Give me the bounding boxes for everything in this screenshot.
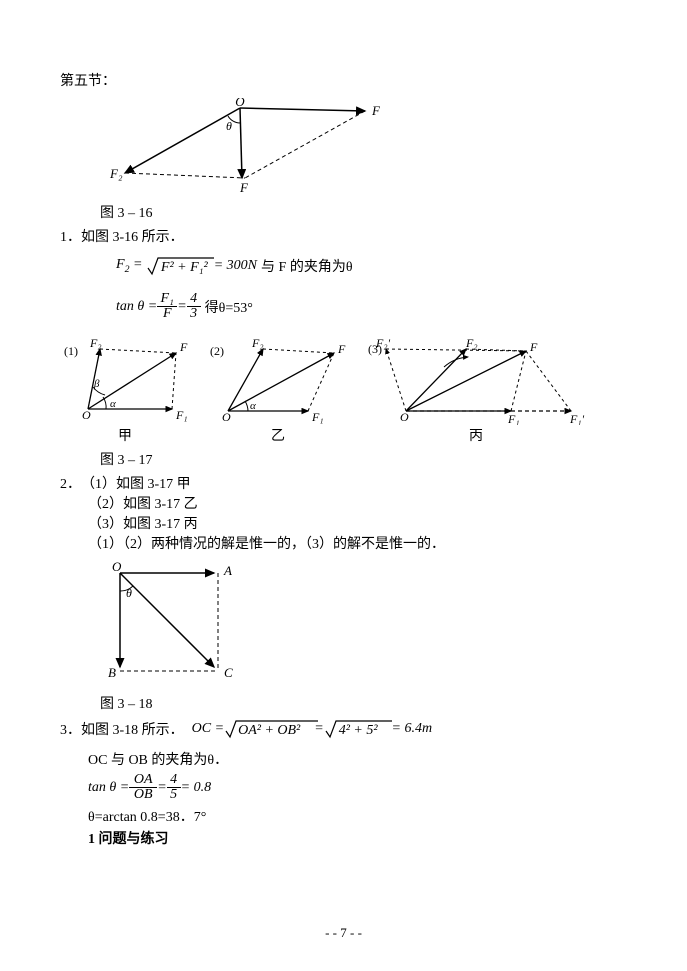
- p2-O: O: [222, 410, 231, 424]
- q3-line2: OC 与 OB 的夹角为θ．: [88, 749, 627, 769]
- fig317-panel2: (2) O F₁ F₂ F α 乙: [208, 335, 348, 445]
- q3-sqrt2-inner: 4² + 5²: [339, 723, 378, 739]
- q3-eq2-lhs: tan θ =: [88, 780, 129, 796]
- q3-eq2-mid: =: [157, 780, 166, 796]
- q3-eq2-rhs: = 0.8: [181, 780, 211, 796]
- p2-label: 乙: [208, 425, 348, 445]
- section-title: 第五节：: [60, 70, 627, 90]
- q1-eq1-tail: 与 F 的夹角为θ: [261, 256, 353, 276]
- q3-eq1-mid: =: [314, 721, 323, 737]
- p3-F1p: F₁': [569, 412, 585, 425]
- figure-3-18: O A B C θ: [100, 559, 627, 689]
- p1-label: 甲: [60, 425, 190, 445]
- q1-eq2-bot2: 3: [190, 307, 197, 321]
- figure-3-17: (1) O F₁ F₂ F α β 甲 (2): [60, 335, 627, 445]
- p1-O: O: [82, 408, 91, 422]
- q3-sqrt1-inner: OA² + OB²: [238, 723, 300, 739]
- p3-O: O: [400, 410, 409, 424]
- p1-F2: F₂: [89, 336, 102, 350]
- p2-alpha: α: [250, 400, 256, 412]
- q3-eq1-lhs: OC =: [192, 721, 224, 737]
- p1-F: F: [179, 340, 188, 354]
- f318-B: B: [108, 665, 116, 680]
- q1-eq1: F2 = F² + F₁² = 300N 与 F 的夹角为θ: [116, 254, 627, 278]
- p1-alpha: α: [110, 398, 116, 410]
- q1-eq2-mid: =: [177, 299, 186, 315]
- q3-eq2-top: OA: [134, 773, 153, 787]
- p2-num: (2): [210, 344, 224, 358]
- f318-O: O: [112, 559, 122, 574]
- q3-eq2-bot2: 5: [170, 788, 177, 802]
- q2-l1: （1）如图 3-17 甲: [81, 473, 191, 493]
- q2-l3: （3）如图 3-17 丙: [88, 513, 627, 533]
- lbl-O: O: [235, 98, 245, 109]
- q1-text-a: 如图 3-16 所示．: [81, 226, 184, 246]
- fig317-panel3: (3) O F₁ F₁' F₂ F₂' F 丙: [366, 335, 586, 445]
- q1-eq2-lhs: tan θ =: [116, 299, 157, 315]
- p3-F2p: F₂': [375, 336, 391, 350]
- fig316-caption: 图 3 – 16: [100, 202, 627, 222]
- p2-F: F: [337, 342, 346, 356]
- p3-F: F: [529, 340, 538, 354]
- p1-beta: β: [93, 378, 100, 390]
- q2-l2: （2）如图 3-17 乙: [88, 493, 627, 513]
- fig318-svg: O A B C θ: [100, 559, 240, 689]
- q3-line1: 3． 如图 3-18 所示． OC = OA² + OB² = 4² + 5² …: [60, 717, 627, 741]
- fig317-panel1: (1) O F₁ F₂ F α β 甲: [60, 335, 190, 445]
- fig318-caption: 图 3 – 18: [100, 693, 627, 713]
- q1-eq2: tan θ = F₁ F = 4 3 得θ=53°: [116, 292, 627, 321]
- q2-l4: （1）（2）两种情况的解是惟一的，（3）的解不是惟一的．: [88, 533, 627, 553]
- f318-A: A: [223, 563, 232, 578]
- fig317-caption: 图 3 – 17: [100, 449, 627, 469]
- p3-F2: F₂: [465, 336, 478, 350]
- lbl-F1: F₁: [371, 103, 380, 118]
- q3-eq2: tan θ = OA OB = 4 5 = 0.8: [88, 773, 627, 802]
- q3-num: 3．: [60, 719, 81, 739]
- p1-num: (1): [64, 344, 78, 358]
- p3-F1: F₁: [507, 412, 520, 425]
- q1-num: 1．: [60, 226, 81, 246]
- q1-eq1-sqrt-inner: F² + F₁²: [161, 260, 208, 276]
- q2-line1: 2． （1）如图 3-17 甲: [60, 473, 627, 493]
- q1-eq1-rhs: = 300N: [214, 258, 257, 274]
- p2-F1: F₁: [311, 410, 324, 424]
- q3-eq2-bot: OB: [134, 788, 153, 802]
- q3-eq2-top2: 4: [170, 773, 177, 787]
- q1-eq2-top2: 4: [190, 292, 197, 306]
- q2-num: 2．: [60, 473, 81, 493]
- q3-text-a: 如图 3-18 所示．: [81, 719, 184, 739]
- p1-F1: F₁: [175, 408, 188, 422]
- q1-eq1-lhs: F2 =: [116, 257, 146, 275]
- p3-label: 丙: [366, 425, 586, 445]
- page-footer: - - 7 - -: [0, 925, 687, 941]
- q1-eq2-top1: F₁: [161, 292, 174, 306]
- q1-eq2-tail: 得θ=53°: [205, 297, 253, 317]
- lbl-F2: F₂: [109, 166, 123, 181]
- f318-theta: θ: [126, 586, 132, 600]
- q3-line5: 1 问题与练习: [88, 828, 627, 848]
- lbl-F: F: [239, 180, 249, 195]
- fig316-svg: O F₁ F₂ F θ: [100, 98, 380, 198]
- lbl-theta: θ: [226, 119, 232, 133]
- p2-F2: F₂: [251, 336, 264, 350]
- figure-3-16: O F₁ F₂ F θ: [100, 98, 627, 198]
- q1-line1: 1． 如图 3-16 所示．: [60, 226, 627, 246]
- q3-eq1-rhs: = 6.4m: [392, 721, 433, 737]
- f318-C: C: [224, 665, 233, 680]
- q1-eq2-bot1: F: [163, 307, 172, 321]
- q3-line4: θ=arctan 0.8=38．7°: [88, 806, 627, 826]
